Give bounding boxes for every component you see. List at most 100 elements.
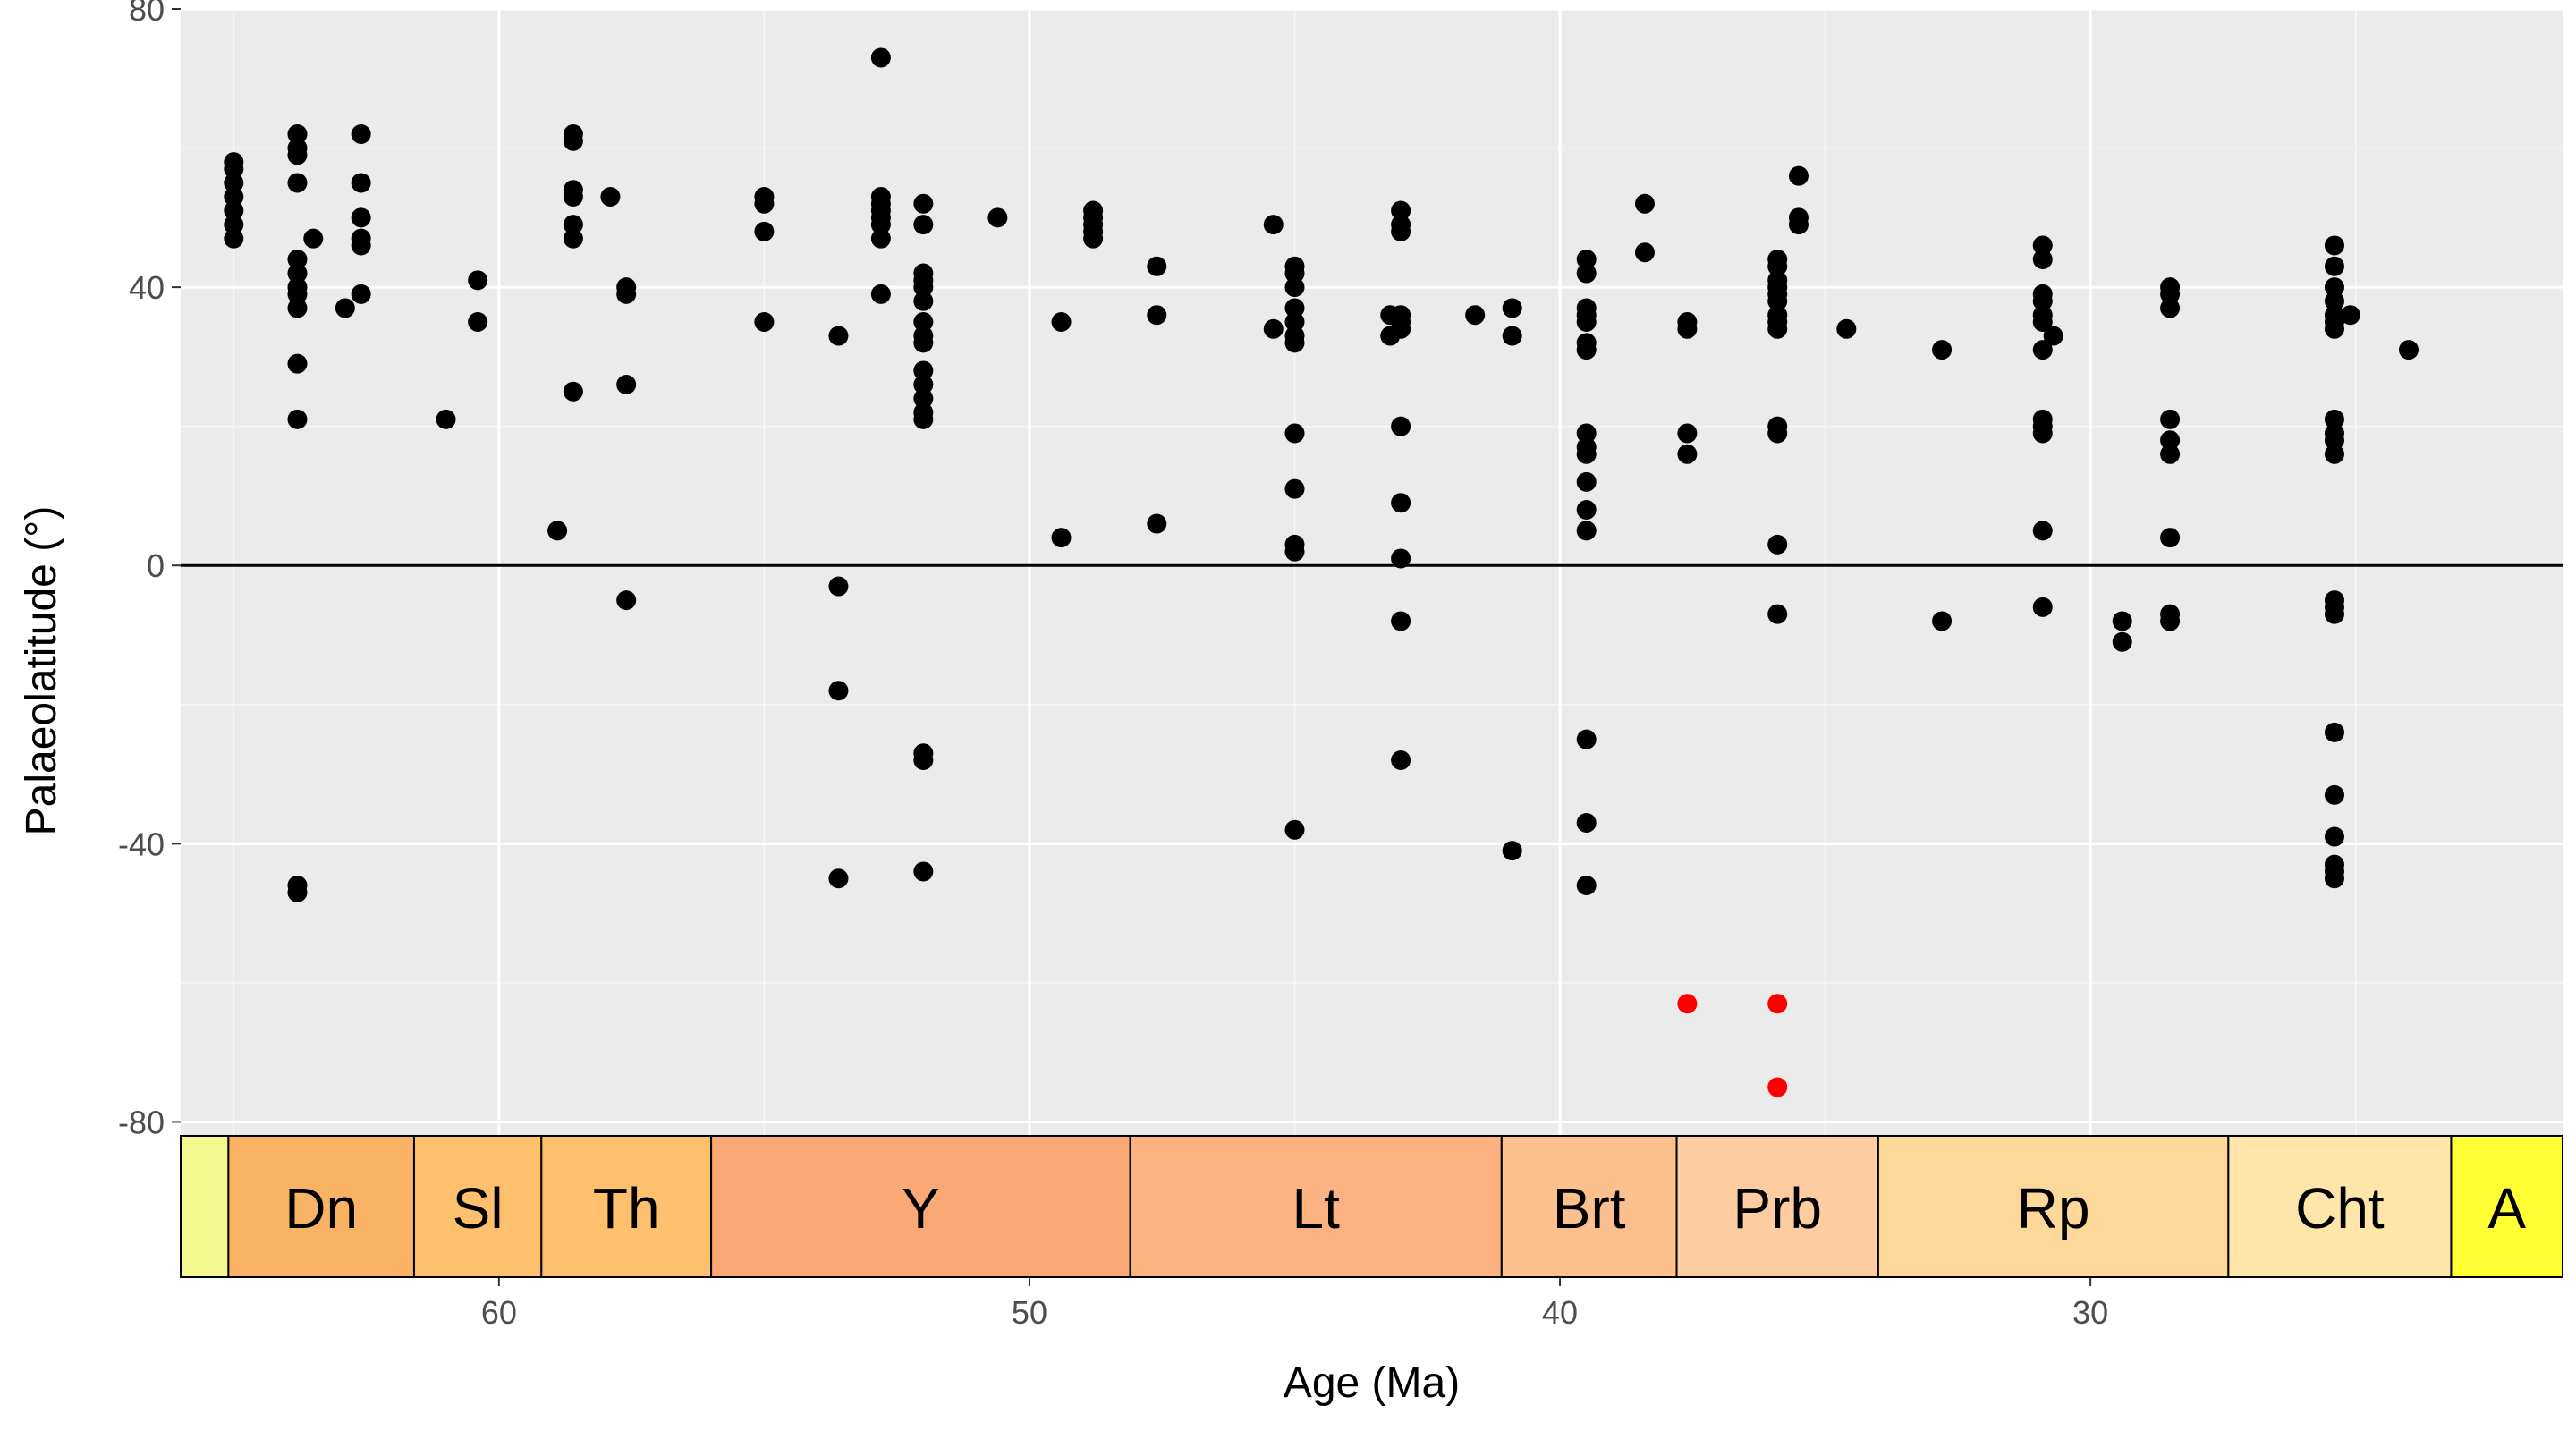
data-point bbox=[616, 375, 637, 394]
y-tick-label: 40 bbox=[129, 269, 165, 306]
data-point bbox=[1767, 534, 1788, 555]
data-point bbox=[351, 124, 371, 144]
data-point bbox=[224, 187, 244, 207]
data-point bbox=[913, 388, 934, 409]
data-point bbox=[1284, 298, 1305, 318]
data-point bbox=[547, 521, 568, 541]
data-point bbox=[1788, 215, 1809, 235]
data-point bbox=[1284, 478, 1305, 499]
data-point bbox=[828, 681, 849, 701]
data-point bbox=[2160, 298, 2181, 318]
y-axis-title: Palaeolatitude (°) bbox=[18, 506, 65, 836]
stage-box bbox=[2227, 1135, 2453, 1278]
data-point bbox=[1391, 548, 1411, 569]
data-point bbox=[1502, 841, 1522, 861]
data-point bbox=[2324, 868, 2344, 889]
x-axis-title: Age (Ma) bbox=[1284, 1359, 1460, 1407]
data-point bbox=[2160, 611, 2181, 631]
data-point bbox=[1677, 318, 1698, 339]
x-axis: 60 50 40 30 bbox=[481, 1277, 2108, 1331]
data-point bbox=[913, 750, 934, 770]
data-point bbox=[563, 381, 583, 402]
data-point bbox=[1284, 263, 1305, 284]
y-tick-label: -80 bbox=[118, 1104, 165, 1140]
stage-box bbox=[1129, 1135, 1503, 1278]
data-point bbox=[563, 215, 583, 235]
data-point bbox=[1576, 521, 1597, 541]
data-point bbox=[2324, 409, 2344, 429]
data-point bbox=[351, 235, 371, 256]
data-point bbox=[1634, 242, 1655, 263]
stage-box bbox=[1500, 1135, 1678, 1278]
stage-box bbox=[1877, 1135, 2230, 1278]
data-point bbox=[1836, 318, 1857, 339]
data-point bbox=[287, 173, 308, 193]
data-point bbox=[287, 145, 308, 165]
data-point bbox=[1465, 305, 1486, 326]
data-point bbox=[2032, 423, 2053, 444]
data-point bbox=[1380, 326, 1401, 346]
data-point bbox=[913, 409, 934, 429]
data-point bbox=[2324, 784, 2344, 805]
data-point bbox=[2399, 340, 2419, 360]
data-point bbox=[828, 576, 849, 597]
data-point bbox=[224, 228, 244, 249]
data-point bbox=[1576, 312, 1597, 332]
data-point bbox=[1576, 340, 1597, 360]
data-point bbox=[2340, 305, 2360, 326]
highlight-point bbox=[1767, 994, 1788, 1014]
data-point bbox=[2032, 291, 2053, 311]
data-point bbox=[2324, 291, 2344, 311]
data-point bbox=[1391, 200, 1411, 221]
data-point bbox=[1391, 750, 1411, 770]
data-point bbox=[468, 270, 488, 291]
stage-box bbox=[412, 1135, 543, 1278]
data-point bbox=[1284, 423, 1305, 444]
data-point bbox=[2043, 326, 2063, 346]
data-point bbox=[754, 312, 775, 332]
stage-box bbox=[180, 1135, 230, 1278]
data-point bbox=[2112, 631, 2132, 652]
data-point bbox=[870, 284, 891, 304]
data-point bbox=[1391, 611, 1411, 631]
data-point bbox=[1576, 423, 1597, 444]
y-axis: 80 40 0 -40 -80 bbox=[118, 0, 181, 1140]
data-point bbox=[913, 360, 934, 381]
y-tick-label: 0 bbox=[147, 547, 165, 584]
data-point bbox=[2112, 611, 2132, 631]
data-point bbox=[1147, 305, 1167, 326]
data-point bbox=[2032, 235, 2053, 256]
stage-box bbox=[227, 1135, 415, 1278]
data-point bbox=[2160, 284, 2181, 304]
data-point bbox=[1147, 256, 1167, 276]
x-tick-label: 50 bbox=[1012, 1294, 1047, 1331]
data-point bbox=[351, 207, 371, 228]
data-point bbox=[2324, 235, 2344, 256]
data-point bbox=[2324, 430, 2344, 451]
stage-box bbox=[710, 1135, 1131, 1278]
data-point bbox=[2324, 256, 2344, 276]
data-point bbox=[224, 200, 244, 221]
highlight-point bbox=[1677, 994, 1698, 1014]
data-point bbox=[987, 207, 1008, 228]
data-point bbox=[436, 409, 456, 429]
data-point bbox=[287, 284, 308, 304]
data-point bbox=[870, 47, 891, 68]
data-point bbox=[1576, 813, 1597, 833]
data-point bbox=[1634, 193, 1655, 214]
data-point bbox=[287, 409, 308, 429]
data-point bbox=[1147, 513, 1167, 534]
data-point bbox=[1576, 500, 1597, 520]
data-point bbox=[2324, 318, 2344, 339]
data-point bbox=[335, 298, 355, 318]
data-point bbox=[913, 333, 934, 353]
data-point bbox=[1284, 819, 1305, 840]
data-point bbox=[2324, 826, 2344, 847]
data-point bbox=[1284, 541, 1305, 562]
data-point bbox=[2324, 277, 2344, 298]
data-point bbox=[2032, 521, 2053, 541]
data-point bbox=[1932, 611, 1953, 631]
data-point bbox=[468, 312, 488, 332]
stage-label: A bbox=[2487, 1176, 2526, 1240]
